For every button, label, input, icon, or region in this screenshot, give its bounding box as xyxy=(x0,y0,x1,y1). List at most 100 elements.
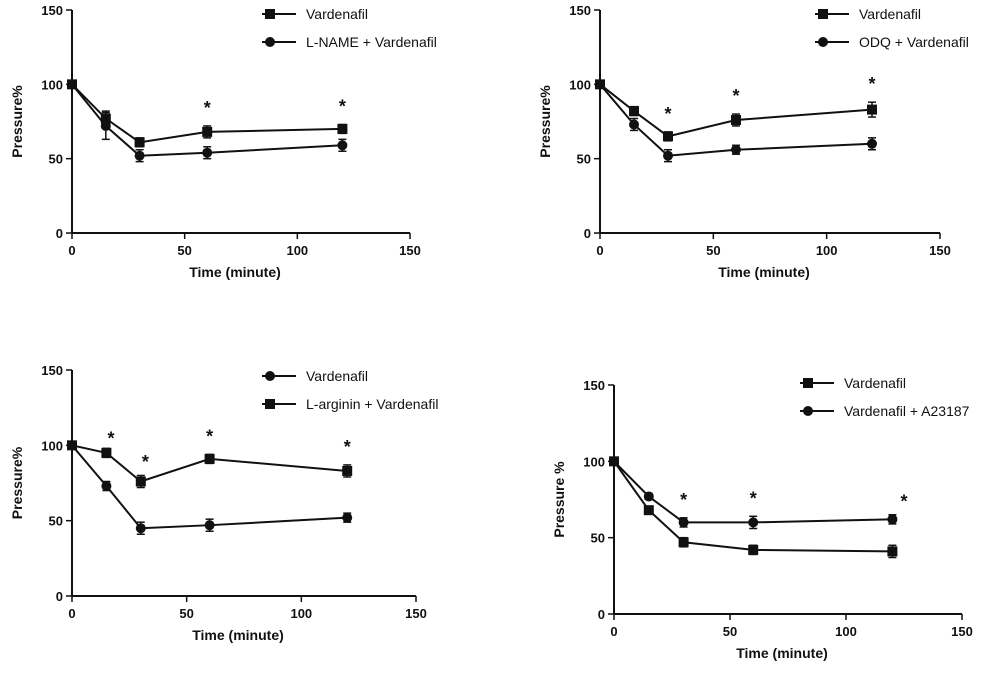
data-point xyxy=(609,456,619,467)
legend-label: Vardenafil + A23187 xyxy=(844,403,970,419)
chart-panel-1: 0 50 100 150 0 50 100 150 Time (minute) Pressure%… xyxy=(9,3,437,280)
chart-panel-2: 0 50 100 150 0 50 100 150 Time (minute) Pressure%… xyxy=(537,3,969,280)
legend-marker xyxy=(818,9,828,19)
data-point xyxy=(678,517,689,528)
x-axis-title: Time (minute) xyxy=(192,627,284,643)
legend-marker xyxy=(265,9,275,19)
x-tick-label: 0 xyxy=(596,243,603,258)
y-axis-title: Pressure% xyxy=(9,85,25,158)
x-tick-label: 150 xyxy=(399,243,421,258)
data-point xyxy=(663,131,673,142)
data-point xyxy=(67,79,77,90)
data-point xyxy=(342,512,353,523)
chart-panel-3: 0 50 100 150 0 50 100 150 Time (minute) Pressure%… xyxy=(9,363,438,643)
data-point xyxy=(101,447,112,458)
x-tick-label: 50 xyxy=(177,243,191,258)
data-point xyxy=(678,537,689,548)
legend-marker xyxy=(265,371,275,381)
legend-entry: Vardenafil xyxy=(815,6,921,22)
data-point xyxy=(204,520,215,531)
y-tick-label: 0 xyxy=(56,226,63,241)
legend-label: Vardenafil xyxy=(859,6,921,22)
data-point xyxy=(342,465,353,476)
y-tick-label: 100 xyxy=(583,454,605,469)
data-point xyxy=(202,147,213,158)
x-axis-title: Time (minute) xyxy=(718,264,810,280)
legend-entry: Vardenafil xyxy=(800,375,906,391)
data-point xyxy=(100,120,111,131)
data-point xyxy=(629,119,639,130)
significance-star: * xyxy=(664,104,671,124)
legend-entry: Vardenafil xyxy=(262,6,368,22)
x-tick-label: 100 xyxy=(286,243,308,258)
y-tick-label: 50 xyxy=(577,152,591,167)
data-point xyxy=(731,144,741,155)
data-point xyxy=(748,544,759,555)
x-tick-label: 150 xyxy=(405,606,427,621)
significance-star: * xyxy=(204,98,211,118)
y-tick-label: 100 xyxy=(569,77,591,92)
y-axis-title: Pressure% xyxy=(9,446,25,519)
data-point xyxy=(595,79,605,90)
data-point xyxy=(731,115,741,126)
chart-panel-4: 0 50 100 150 0 50 100 150 Time (minute) Pressure … xyxy=(551,375,973,661)
data-point xyxy=(867,138,877,149)
legend-label: L-arginin + Vardenafil xyxy=(306,396,438,412)
y-axis-title: Pressure% xyxy=(537,85,553,158)
significance-star: * xyxy=(732,86,739,106)
data-point xyxy=(134,150,145,161)
x-tick-label: 0 xyxy=(68,243,75,258)
significance-star: * xyxy=(339,96,346,116)
x-tick-label: 50 xyxy=(179,606,193,621)
x-tick-label: 0 xyxy=(68,606,75,621)
legend-label: Vardenafil xyxy=(844,375,906,391)
data-point xyxy=(887,514,898,525)
data-point xyxy=(643,505,654,516)
y-tick-label: 150 xyxy=(569,3,591,18)
data-point xyxy=(748,517,759,528)
data-point xyxy=(663,150,673,161)
series-line xyxy=(71,83,343,157)
y-tick-label: 150 xyxy=(583,378,605,393)
series-2 xyxy=(609,456,898,530)
y-tick-label: 0 xyxy=(56,589,63,604)
series-2 xyxy=(67,440,353,489)
x-tick-label: 100 xyxy=(816,243,838,258)
legend-label: ODQ + Vardenafil xyxy=(859,34,969,50)
significance-star: * xyxy=(344,437,351,457)
legend-entry: L-NAME + Vardenafil xyxy=(262,34,437,50)
data-point xyxy=(101,481,112,492)
y-tick-label: 50 xyxy=(49,514,63,529)
legend-label: Vardenafil xyxy=(306,6,368,22)
y-tick-label: 50 xyxy=(591,531,605,546)
y-tick-label: 0 xyxy=(598,607,605,622)
y-tick-label: 50 xyxy=(49,152,63,167)
series-1 xyxy=(609,456,898,559)
x-tick-label: 50 xyxy=(723,624,737,639)
x-tick-label: 150 xyxy=(929,243,951,258)
y-tick-label: 150 xyxy=(41,3,63,18)
data-point xyxy=(134,137,145,148)
significance-star: * xyxy=(900,491,907,511)
data-point xyxy=(67,440,77,451)
x-tick-label: 100 xyxy=(835,624,857,639)
data-point xyxy=(887,546,898,557)
data-point xyxy=(135,476,146,487)
legend-label: L-NAME + Vardenafil xyxy=(306,34,437,50)
y-axis-title: Pressure % xyxy=(551,461,567,538)
legend-marker xyxy=(265,399,275,409)
significance-star: * xyxy=(142,452,149,472)
y-tick-label: 0 xyxy=(584,226,591,241)
series-2 xyxy=(595,79,877,163)
data-point xyxy=(643,491,654,502)
y-tick-label: 100 xyxy=(41,77,63,92)
legend-marker xyxy=(818,37,828,47)
legend-marker xyxy=(803,406,813,416)
legend-entry: Vardenafil + A23187 xyxy=(800,403,970,419)
data-point xyxy=(629,106,639,117)
y-tick-label: 150 xyxy=(41,363,63,378)
legend-marker xyxy=(803,378,813,388)
legend-label: Vardenafil xyxy=(306,368,368,384)
significance-star: * xyxy=(680,490,687,510)
